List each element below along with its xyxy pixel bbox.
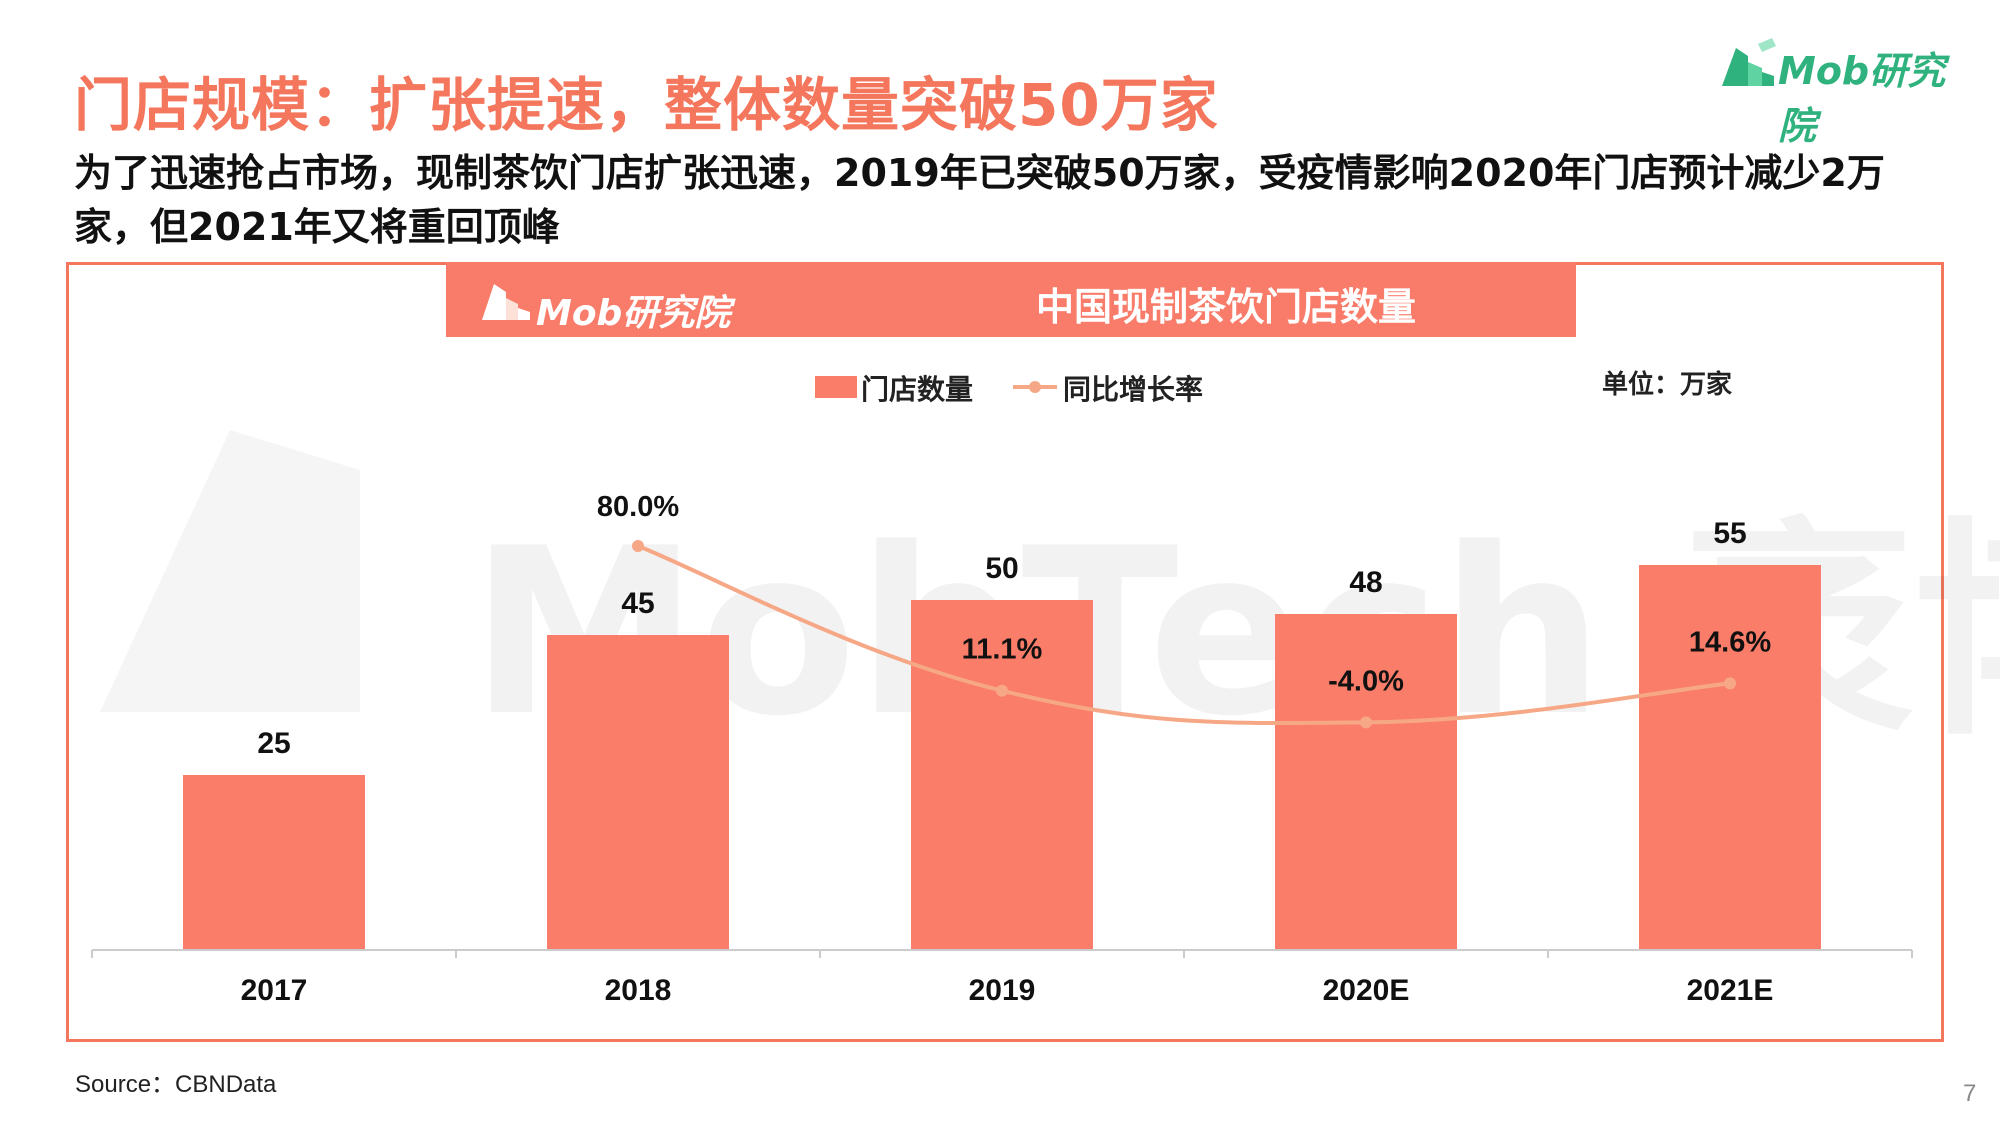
slide-subtitle: 为了迅速抢占市场，现制茶饮门店扩张迅速，2019年已突破50万家，受疫情影响20… bbox=[74, 151, 1885, 249]
growth-rate-point bbox=[632, 540, 644, 552]
bar-value-label: 25 bbox=[257, 727, 290, 760]
growth-rate-label: 80.0% bbox=[597, 491, 679, 523]
chart-header: Mob研究院 中国现制茶饮门店数量 bbox=[446, 262, 1576, 337]
page-number: 7 bbox=[1963, 1080, 1977, 1107]
brand-logo: Mob研究院 bbox=[1718, 32, 1974, 148]
watermark-logo-shape bbox=[100, 430, 360, 712]
unit-label: 单位：万家 bbox=[1602, 370, 1733, 400]
bar-2019 bbox=[911, 600, 1093, 950]
legend-line-swatch bbox=[1013, 381, 1057, 393]
growth-rate-label: 14.6% bbox=[1689, 626, 1771, 658]
chart-header-brand: Mob研究院 bbox=[536, 293, 731, 334]
x-axis: 2017 2018 2019 2020E 2021E bbox=[91, 949, 1913, 1007]
bar-value-label: 55 bbox=[1713, 517, 1746, 550]
bar-2020E bbox=[1275, 614, 1457, 950]
growth-rate-label: -4.0% bbox=[1328, 665, 1404, 697]
growth-rate-line bbox=[637, 544, 1731, 726]
source-note: Source：CBNData bbox=[75, 1071, 277, 1098]
growth-rate-point bbox=[1360, 716, 1372, 729]
x-tick-label: 2020E bbox=[1323, 974, 1410, 1007]
bar-value-label: 45 bbox=[621, 587, 654, 620]
bar-2021E bbox=[1639, 565, 1821, 950]
chart-title: 中国现制茶饮门店数量 bbox=[1035, 285, 1416, 329]
growth-rate-point bbox=[1724, 677, 1736, 690]
growth-rate-point bbox=[996, 684, 1008, 697]
bar-2018 bbox=[547, 635, 729, 950]
chart-header-logo: Mob研究院 bbox=[480, 272, 750, 334]
x-tick-label: 2021E bbox=[1687, 974, 1774, 1007]
brand-name: Mob研究院 bbox=[1778, 49, 1946, 148]
slide-title: 门店规模：扩张提速，整体数量突破50万家 bbox=[74, 71, 1219, 139]
legend-bar-label: 门店数量 bbox=[861, 373, 974, 406]
building-icon bbox=[1722, 38, 1776, 86]
bar-value-label: 48 bbox=[1349, 566, 1382, 599]
legend-bar-swatch bbox=[815, 376, 857, 398]
building-icon bbox=[482, 284, 530, 320]
bar-value-label: 50 bbox=[985, 552, 1018, 585]
growth-line-group bbox=[632, 540, 1736, 729]
legend-line-label: 同比增长率 bbox=[1063, 373, 1204, 406]
x-tick-label: 2017 bbox=[241, 974, 308, 1007]
growth-rate-label: 11.1% bbox=[962, 634, 1043, 666]
data-labels-group: 25 45 50 48 55 80.0% 11.1% -4.0% 14.6% bbox=[257, 491, 1771, 760]
bar-2017 bbox=[183, 775, 365, 950]
x-tick-label: 2018 bbox=[605, 974, 672, 1007]
x-tick-label: 2019 bbox=[969, 974, 1036, 1007]
bars-group bbox=[183, 565, 1821, 950]
